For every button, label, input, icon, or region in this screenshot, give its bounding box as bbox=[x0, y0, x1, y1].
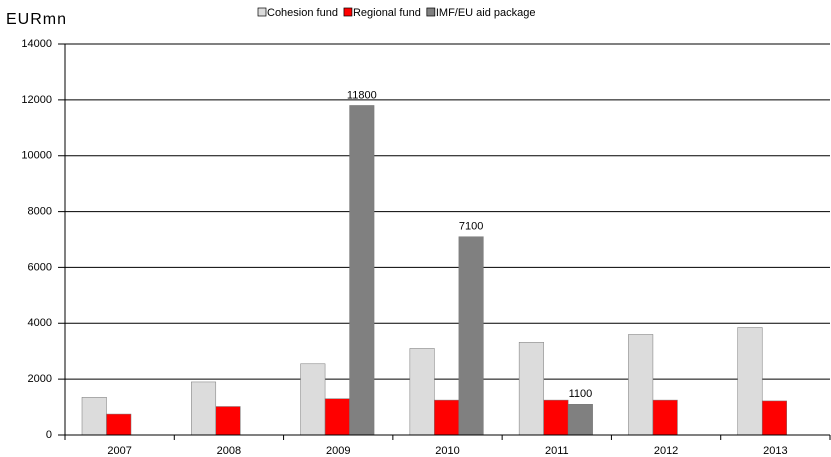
bar bbox=[106, 413, 132, 436]
data-label: 7100 bbox=[459, 221, 483, 233]
bar bbox=[434, 399, 460, 436]
bar bbox=[300, 363, 326, 436]
bar bbox=[543, 399, 569, 436]
legend-label: Cohesion fund bbox=[267, 7, 338, 19]
x-tick-label: 2010 bbox=[435, 445, 459, 457]
legend-swatch bbox=[343, 7, 353, 17]
y-tick-label: 14000 bbox=[21, 38, 52, 50]
y-tick-label: 10000 bbox=[21, 150, 52, 162]
bar bbox=[518, 342, 544, 436]
x-tick-label: 2008 bbox=[217, 445, 241, 457]
y-tick-label: 8000 bbox=[28, 205, 52, 217]
y-tick-label: 6000 bbox=[28, 261, 52, 273]
y-tick-label: 4000 bbox=[28, 317, 52, 329]
bar bbox=[191, 381, 217, 436]
bar bbox=[737, 327, 763, 436]
x-tick-label: 2007 bbox=[107, 445, 131, 457]
bar bbox=[761, 400, 787, 436]
y-axis-label: EURmn bbox=[6, 11, 67, 28]
x-tick-label: 2013 bbox=[763, 445, 787, 457]
bar bbox=[215, 406, 241, 436]
bar bbox=[458, 236, 484, 436]
y-tick-label: 0 bbox=[46, 429, 52, 441]
legend-swatch bbox=[257, 7, 267, 17]
bar bbox=[81, 397, 107, 436]
bar bbox=[409, 348, 435, 436]
bar bbox=[628, 334, 654, 436]
bar bbox=[567, 404, 593, 436]
bar bbox=[324, 398, 350, 436]
x-tick-label: 2009 bbox=[326, 445, 350, 457]
y-tick-label: 12000 bbox=[21, 94, 52, 106]
x-tick-label: 2011 bbox=[545, 445, 569, 457]
x-tick-label: 2012 bbox=[654, 445, 678, 457]
legend-label: Regional fund bbox=[353, 7, 421, 19]
legend-label: IMF/EU aid package bbox=[436, 7, 536, 19]
bar bbox=[652, 399, 678, 436]
bar bbox=[349, 105, 375, 436]
data-label: 11800 bbox=[347, 89, 377, 101]
legend-swatch bbox=[426, 7, 436, 17]
y-tick-label: 2000 bbox=[28, 373, 52, 385]
data-label: 1100 bbox=[569, 388, 593, 400]
